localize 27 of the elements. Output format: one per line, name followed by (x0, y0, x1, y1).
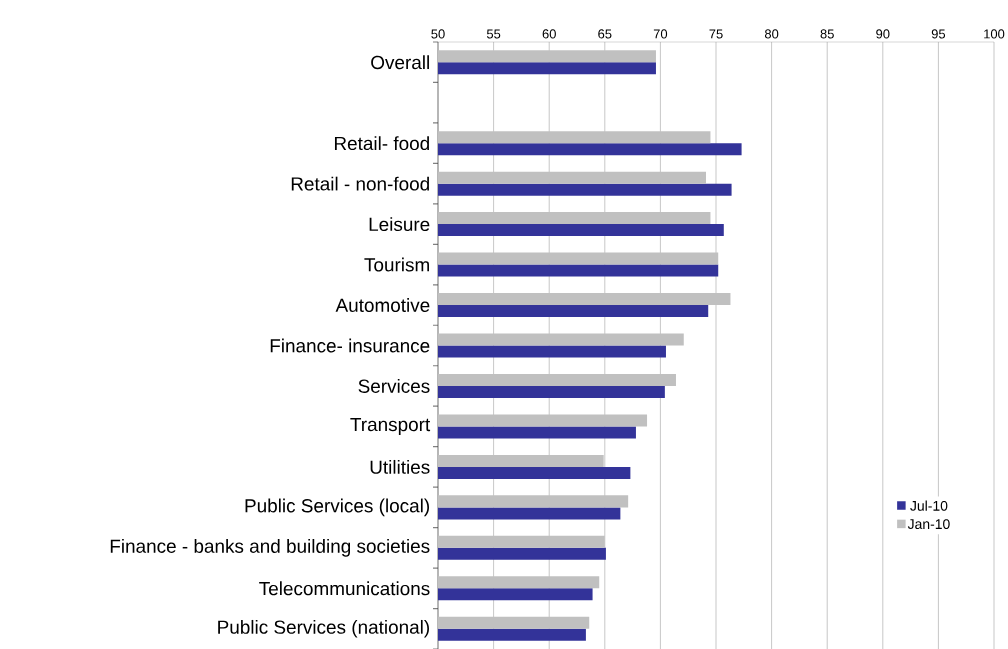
y-tick-label: Public Services (national) (218, 619, 429, 638)
y-tick-label: Services (358, 379, 430, 393)
y-tick-label: Retail - non-food (291, 176, 429, 191)
y-tick-label: Overall (371, 55, 429, 70)
x-tick-label: 90 (876, 29, 890, 39)
y-tick-label: Finance - banks and building societies (110, 539, 430, 557)
x-tick-label: 50 (431, 29, 445, 39)
x-tick-label: 70 (653, 29, 668, 39)
x-tick-label: 60 (542, 29, 556, 39)
y-tick-label: Transport (350, 417, 431, 435)
x-tick-label: 95 (931, 29, 946, 39)
x-tick-label: 65 (598, 29, 612, 39)
x-tick-label: 80 (764, 29, 779, 39)
y-tick-label: Retail- food (334, 136, 429, 151)
y-tick-label: Tourism (364, 257, 429, 272)
y-tick-label: Public Services (local) (245, 498, 429, 517)
x-tick-label: 100 (984, 29, 1005, 39)
y-tick-label: Finance- insurance (270, 338, 430, 353)
x-tick-label: 55 (486, 29, 501, 39)
y-tick-label: Automotive (335, 298, 430, 312)
y-tick-label: Leisure (369, 217, 430, 232)
x-tick-label: 75 (709, 29, 723, 39)
y-tick-label: Utilities (370, 459, 430, 474)
x-tick-label: 85 (820, 29, 834, 39)
y-tick-label: Telecommunications (259, 581, 430, 596)
legend-label: Jan-10 (907, 519, 950, 530)
legend-label: Jul-10 (910, 500, 948, 511)
